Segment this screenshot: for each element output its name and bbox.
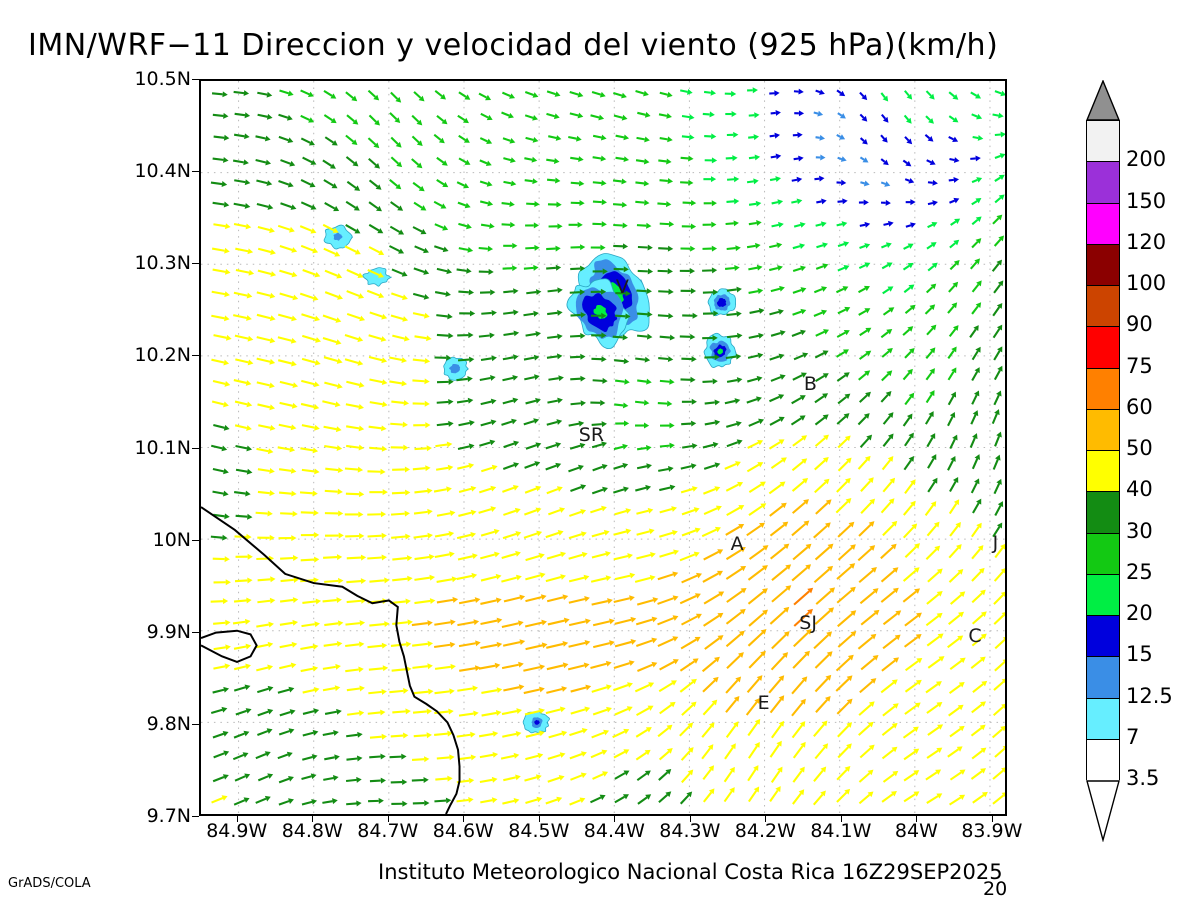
- map-label-b: B: [803, 373, 817, 396]
- x-axis-tick-mark: [236, 816, 238, 822]
- map-label-j: J: [992, 531, 999, 554]
- y-axis-tick-mark: [192, 447, 199, 449]
- colorbar-band: [1087, 698, 1119, 740]
- y-axis-tick-mark: [192, 816, 199, 817]
- colorbar-cap-bottom-icon: [1086, 780, 1120, 842]
- colorbar-label: 25: [1126, 559, 1153, 584]
- colorbar-label: 15: [1126, 642, 1153, 667]
- y-axis-tick-label: 9.8N: [146, 712, 191, 735]
- colorbar-label: 3.5: [1126, 766, 1160, 790]
- colorbar-band: [1087, 409, 1119, 451]
- colorbar-band: [1087, 244, 1119, 286]
- map-label-sr: SR: [578, 423, 605, 446]
- wind-speed-shading: [323, 224, 737, 734]
- colorbar-label: 120: [1126, 229, 1167, 254]
- y-axis-tick-label: 10.5N: [134, 68, 191, 90]
- map-label-v: V: [615, 276, 629, 299]
- x-axis-tick-mark: [991, 816, 993, 822]
- colorbar-band: [1087, 739, 1119, 781]
- x-axis-tick-label: 84.3W: [659, 820, 721, 842]
- x-axis-tick-mark: [387, 816, 389, 822]
- x-axis-tick-label: 84.4W: [583, 820, 645, 842]
- colorbar-label: 30: [1126, 518, 1153, 543]
- colorbar-label: 20: [1126, 601, 1153, 625]
- y-axis-tick-label: 10.2N: [134, 344, 191, 367]
- x-axis-tick-mark: [312, 816, 314, 822]
- colorbar-band: [1087, 121, 1119, 163]
- map-label-e: E: [757, 691, 770, 714]
- x-axis-tick-label: 84.8W: [281, 820, 343, 842]
- colorbar-band: [1087, 657, 1119, 699]
- colorbar-band: [1087, 286, 1119, 328]
- map-label-c: C: [968, 624, 982, 647]
- y-axis-tick-mark: [192, 171, 199, 173]
- x-axis-tick-mark: [840, 816, 842, 822]
- x-axis-tick-mark: [765, 816, 767, 822]
- colorbar-label: 7: [1126, 724, 1140, 749]
- colorbar-bands: [1086, 120, 1120, 781]
- colorbar-cap-top-outline: [1086, 80, 1120, 121]
- map-label-sj: SJ: [799, 611, 817, 634]
- x-axis-tick-label: 84.9W: [206, 820, 268, 842]
- colorbar-band: [1087, 574, 1119, 616]
- y-axis-tick-mark: [192, 631, 199, 633]
- map-label-a: A: [730, 533, 744, 556]
- x-axis-tick-mark: [614, 816, 616, 822]
- x-axis-tick-label: 84.1W: [810, 820, 872, 842]
- colorbar-band: [1087, 492, 1119, 534]
- wind-vector-arrows: [210, 87, 1005, 807]
- y-axis-tick-label: 9.9N: [146, 620, 191, 643]
- colorbar-cap-top-icon: [1086, 80, 1120, 121]
- y-axis-tick-label: 10.1N: [134, 436, 191, 459]
- colorbar-label: 200: [1126, 147, 1167, 172]
- colorbar-band: [1087, 451, 1119, 493]
- page-title: IMN/WRF−11 Direccion y velocidad del vie…: [28, 28, 999, 63]
- y-axis-tick-label: 9.7N: [146, 805, 191, 827]
- y-axis-tick-label: 10.4N: [134, 160, 191, 183]
- map-place-labels: SR B A SJ C J E V: [201, 81, 1005, 814]
- colorbar-band: [1087, 162, 1119, 204]
- x-axis-tick-mark: [538, 816, 540, 822]
- y-axis-tick-mark: [192, 539, 199, 541]
- coastline: [201, 506, 461, 814]
- colorbar-label: 60: [1126, 394, 1153, 419]
- y-axis-tick-mark: [192, 355, 199, 357]
- colorbar-band: [1087, 368, 1119, 410]
- x-axis-tick-label: 84.5W: [508, 820, 570, 842]
- colorbar: 200 150 120 100 90 75 60 50 40 30 25 20 15 12.5 7 3.5: [1086, 80, 1173, 842]
- colorbar-label: 100: [1126, 271, 1167, 295]
- colorbar-band: [1087, 533, 1119, 575]
- colorbar-label: 75: [1126, 353, 1153, 378]
- colorbar-label: 90: [1126, 312, 1153, 337]
- wind-vector-plot: SR B A SJ C J E V: [199, 79, 1007, 816]
- x-axis-tick-mark: [916, 816, 918, 822]
- colorbar-band: [1087, 616, 1119, 658]
- x-axis-tick-label: 84.7W: [357, 820, 419, 842]
- grads-watermark: GrADS/COLA: [8, 876, 91, 891]
- y-axis-tick-mark: [192, 263, 199, 265]
- y-axis-tick-label: 10N: [152, 528, 191, 551]
- institute-footer: Instituto Meteorologico Nacional Costa R…: [378, 860, 1003, 884]
- x-axis-tick-label: 84.6W: [432, 820, 494, 842]
- colorbar-band: [1087, 203, 1119, 245]
- x-axis-tick-label: 84.2W: [734, 820, 796, 842]
- colorbar-band: [1087, 327, 1119, 369]
- colorbar-label: 12.5: [1126, 683, 1173, 708]
- y-axis-tick-mark: [192, 79, 199, 80]
- page-number: 20: [983, 878, 1008, 900]
- x-axis-tick-mark: [463, 816, 465, 822]
- x-axis-tick-label: 84W: [894, 820, 938, 842]
- colorbar-label: 50: [1126, 436, 1153, 460]
- x-axis-tick-label: 83.9W: [961, 820, 1023, 842]
- y-axis-tick-label: 10.3N: [134, 252, 191, 275]
- y-axis-tick-mark: [192, 723, 199, 725]
- x-axis-tick-mark: [689, 816, 691, 822]
- colorbar-label: 150: [1126, 188, 1167, 213]
- colorbar-label: 40: [1126, 477, 1153, 502]
